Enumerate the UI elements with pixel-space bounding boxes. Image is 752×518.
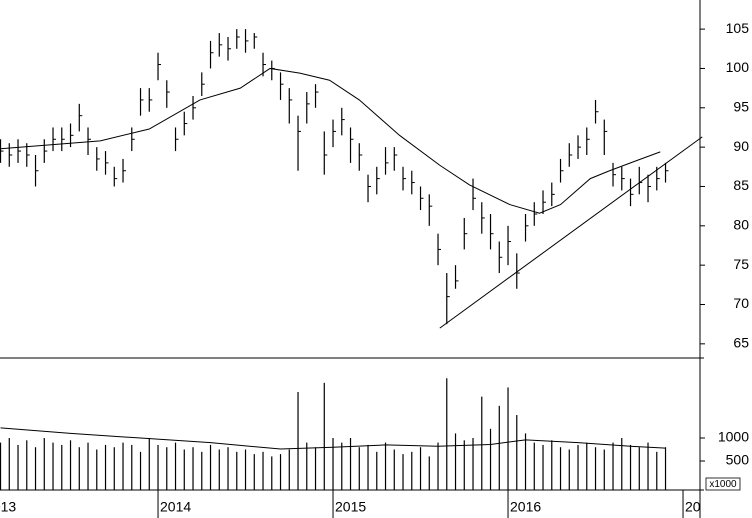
y-tick-label: 85 (733, 177, 749, 193)
y-tick-label: 75 (733, 256, 749, 272)
volume-unit: x1000 (709, 479, 737, 490)
y-tick-label: 105 (726, 20, 750, 36)
y-tick-label: 65 (733, 335, 749, 351)
volume-tick-label: 500 (726, 452, 750, 468)
y-tick-label: 80 (733, 217, 749, 233)
y-tick-label: 95 (733, 98, 749, 114)
volume-tick-label: 1000 (718, 429, 749, 445)
plot-area: 2013 2014 2015 2016 2017 (0, 29, 716, 518)
price-moving-average (0, 67, 661, 214)
volume-moving-average (0, 427, 666, 450)
trendline (439, 136, 703, 329)
y-tick-label: 70 (733, 295, 749, 311)
x-tick-label: 2015 (335, 499, 366, 515)
y-tick-label: 90 (733, 138, 749, 154)
y-tick-label: 100 (726, 59, 750, 75)
unit-box (705, 477, 741, 491)
x-tick-label: 2017 (685, 499, 716, 515)
x-tick-label: 2013 (0, 499, 16, 515)
x-tick-label: 2016 (510, 499, 541, 515)
x-tick-label: 2014 (160, 499, 191, 515)
